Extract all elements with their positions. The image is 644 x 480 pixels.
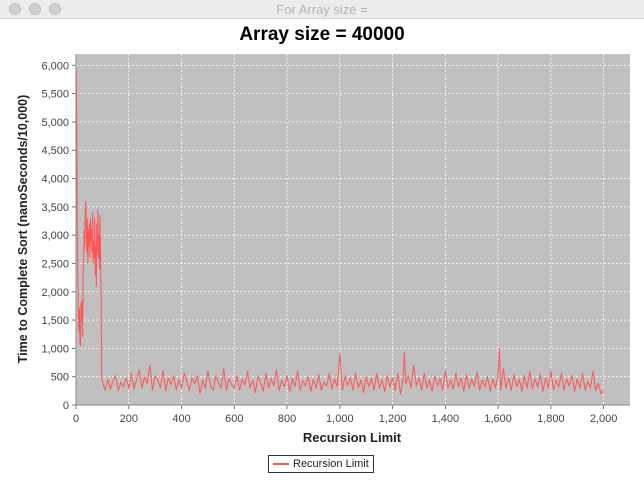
window-title: For Array size = <box>276 2 368 17</box>
close-window-button[interactable] <box>9 3 21 15</box>
legend-line-swatch <box>273 463 289 465</box>
y-axis-label: Time to Complete Sort (nanoSeconds/10,00… <box>16 95 30 364</box>
x-tick-label: 800 <box>278 413 296 425</box>
series-line-recursion-limit <box>75 70 604 395</box>
x-tick-label: 2,000 <box>590 413 618 425</box>
y-tick-label: 1,000 <box>41 343 69 355</box>
y-tick-label: 4,500 <box>41 145 69 157</box>
zoom-window-button[interactable] <box>49 3 61 15</box>
minimize-window-button[interactable] <box>29 3 41 15</box>
x-tick-label: 1,600 <box>484 413 512 425</box>
y-tick-label: 3,000 <box>41 230 69 242</box>
y-tick-label: 5,500 <box>41 89 69 101</box>
x-tick-label: 1,000 <box>326 413 354 425</box>
y-tick-label: 2,000 <box>41 287 69 299</box>
plot-area <box>76 54 630 405</box>
window-titlebar: For Array size = <box>0 0 644 19</box>
y-tick-label: 1,500 <box>41 315 69 327</box>
y-tick-label: 3,500 <box>41 202 69 214</box>
legend: Recursion Limit <box>268 455 374 473</box>
y-tick-label: 0 <box>63 400 69 412</box>
x-tick-label: 200 <box>120 413 138 425</box>
x-tick-label: 1,400 <box>432 413 460 425</box>
y-tick-label: 5,000 <box>41 117 69 129</box>
x-tick-label: 400 <box>172 413 190 425</box>
y-tick-label: 500 <box>51 372 69 384</box>
x-tick-label: 0 <box>73 413 79 425</box>
x-axis-label: Recursion Limit <box>303 430 402 445</box>
y-tick-label: 4,000 <box>41 174 69 186</box>
x-tick-label: 1,200 <box>379 413 407 425</box>
legend-label: Recursion Limit <box>293 458 369 470</box>
chart-title: Array size = 40000 <box>239 24 404 45</box>
y-tick-label: 2,500 <box>41 258 69 270</box>
x-tick-label: 600 <box>225 413 243 425</box>
y-tick-label: 6,000 <box>41 60 69 72</box>
x-tick-label: 1,800 <box>537 413 565 425</box>
